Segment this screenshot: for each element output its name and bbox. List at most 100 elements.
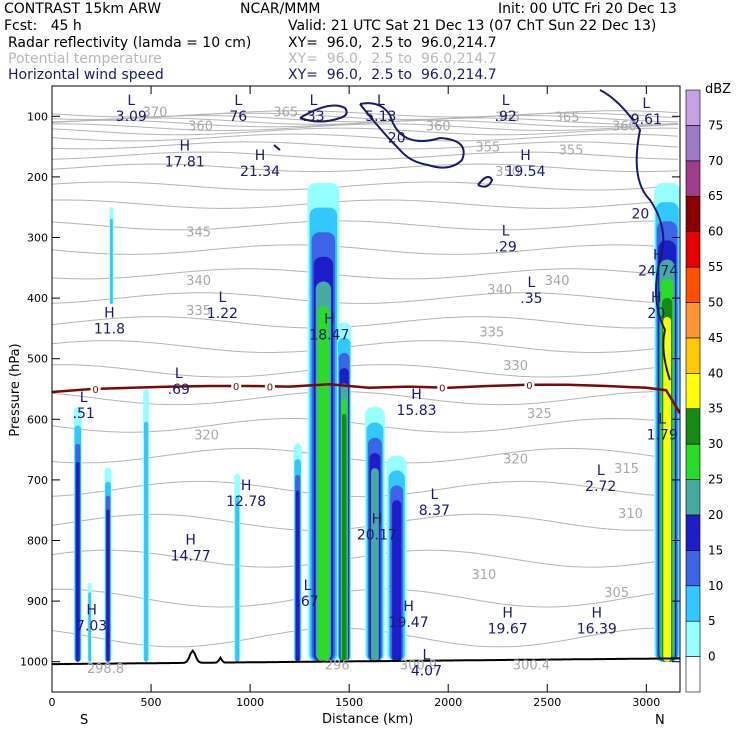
wind-extremum-value: 16.39 xyxy=(577,621,617,637)
wind-extremum-type: L xyxy=(304,578,312,594)
theta-label: 300.9 xyxy=(400,659,437,674)
theta-contour-line xyxy=(52,220,679,231)
theta-label: 360 xyxy=(612,119,637,134)
wind-extremum-value: 24.74 xyxy=(638,264,678,280)
colorbar-label: 20 xyxy=(708,508,723,522)
theta-contour-line xyxy=(52,141,679,150)
theta-contour-line xyxy=(52,119,679,128)
north-label: N xyxy=(655,713,665,728)
wind-extremum-type: L xyxy=(80,390,88,406)
theta-contour-line xyxy=(52,316,679,329)
theta-contours xyxy=(52,110,679,648)
theta-label: 365 xyxy=(495,110,520,125)
wind-extremum-value: .35 xyxy=(520,291,542,307)
wind-contour-line xyxy=(273,144,281,151)
field-wind-xy: XY= 96.0, 2.5 to 96.0,214.7 xyxy=(288,67,497,83)
wind-extremum-type: L xyxy=(218,290,226,306)
y-tick-label: 300 xyxy=(27,232,48,245)
colorbar-swatch xyxy=(685,550,701,587)
reflectivity-cell xyxy=(88,592,92,662)
theta-contour-line xyxy=(52,268,679,280)
colorbar-swatch xyxy=(685,302,701,339)
field-reflectivity-xy: XY= 96.0, 2.5 to 96.0,214.7 xyxy=(288,35,497,51)
theta-contour-line xyxy=(52,447,679,464)
colorbar-label: 5 xyxy=(708,614,716,628)
contour-labels: 360 365 370 360 365 365 360 355 355 350 345 340 335 3… xyxy=(73,93,679,679)
wind-contour-line xyxy=(477,175,494,188)
theta-contour-line xyxy=(52,417,679,433)
wind-extremum-value: .92 xyxy=(495,109,517,125)
wind-extremum-type: H xyxy=(403,599,414,615)
wind-extremum-type: L xyxy=(310,93,318,109)
reflectivity-cell xyxy=(341,413,347,662)
wind-extremum-value: 21.34 xyxy=(240,164,280,180)
colorbar-swatch xyxy=(685,656,701,693)
wind-extremum-type: H xyxy=(502,605,513,621)
x-tick-label: 1500 xyxy=(335,696,363,709)
wind-contour-line xyxy=(359,102,465,169)
colorbar-swatch xyxy=(685,266,701,303)
reflectivity-cell xyxy=(370,468,379,662)
wind-extremum-type: L xyxy=(502,224,510,240)
x-tick-label: 1000 xyxy=(236,696,264,709)
reflectivity-cell xyxy=(392,500,402,662)
wind-extremum-value: .69 xyxy=(168,382,190,398)
header-forecast: Fcst: 45 h xyxy=(4,18,82,34)
colorbar-swatch xyxy=(685,443,701,480)
colorbar-swatch xyxy=(685,585,701,622)
wind-extremum-value: 3.09 xyxy=(116,109,147,125)
freezing-level-label: 0 xyxy=(233,382,239,393)
wind-extremum-value: 18.47 xyxy=(309,327,349,343)
colorbar-label: 30 xyxy=(708,437,723,451)
theta-contour-line xyxy=(52,588,679,608)
x-tick-label: 2000 xyxy=(434,696,462,709)
wind-extremum-type: L xyxy=(642,96,650,112)
colorbar-swatch xyxy=(685,620,701,657)
x-axis-label: Distance (km) xyxy=(322,712,414,727)
wind-extremum-type: L xyxy=(528,275,536,291)
wind-extremum-type: L xyxy=(658,411,666,427)
wind-contour-label: 20 xyxy=(631,206,649,222)
y-tick-label: 800 xyxy=(27,535,48,548)
colorbar-swatch xyxy=(685,195,701,232)
wind-extremum-value: 1.22 xyxy=(207,306,238,322)
colorbar-label: 55 xyxy=(708,260,723,274)
wind-extremum-type: H xyxy=(255,148,266,164)
field-theta: Potential temperature xyxy=(8,51,162,67)
field-theta-xy: XY= 96.0, 2.5 to 96.0,214.7 xyxy=(288,51,497,67)
theta-contour-line xyxy=(52,391,679,406)
x-tick-label: 500 xyxy=(141,696,162,709)
theta-contour-line xyxy=(52,513,679,531)
theta-label: 310 xyxy=(618,507,643,522)
wind-extremum-type: H xyxy=(653,248,664,264)
y-tick-label: 600 xyxy=(27,413,48,426)
colorbar-swatch xyxy=(685,160,701,197)
theta-label: 315 xyxy=(614,462,639,477)
wind-extremum-type: L xyxy=(127,93,135,109)
theta-label: 296 xyxy=(325,659,350,674)
wind-extremum-value: 19.67 xyxy=(488,621,528,637)
y-tick-label: 200 xyxy=(27,171,48,184)
wind-extremum-value: .29 xyxy=(495,240,517,256)
wind-extremum-value: .67 xyxy=(296,594,318,610)
theta-label: 340 xyxy=(186,274,211,289)
wind-extremum-value: 19.54 xyxy=(505,164,545,180)
freezing-level-label: 0 xyxy=(526,381,532,392)
colorbar-swatch xyxy=(685,231,701,268)
reflectivity-cell xyxy=(295,490,300,662)
colorbar-unit: dBZ xyxy=(705,82,732,97)
y-tick-label: 400 xyxy=(27,292,48,305)
wind-contour-line xyxy=(599,89,671,381)
wind-extremum-value: 11.8 xyxy=(94,321,125,337)
south-label: S xyxy=(80,713,89,728)
field-reflectivity: Radar reflectivity (lamda = 10 cm) xyxy=(8,35,252,51)
theta-label: 310 xyxy=(471,568,496,583)
wind-contour-line xyxy=(299,104,348,123)
wind-extremum-value: 8.37 xyxy=(419,503,450,519)
colorbar-swatch xyxy=(685,479,701,516)
wind-extremum-type: H xyxy=(185,533,196,549)
theta-contour-line xyxy=(52,549,679,568)
wind-extremum-value: 20.17 xyxy=(357,527,397,543)
